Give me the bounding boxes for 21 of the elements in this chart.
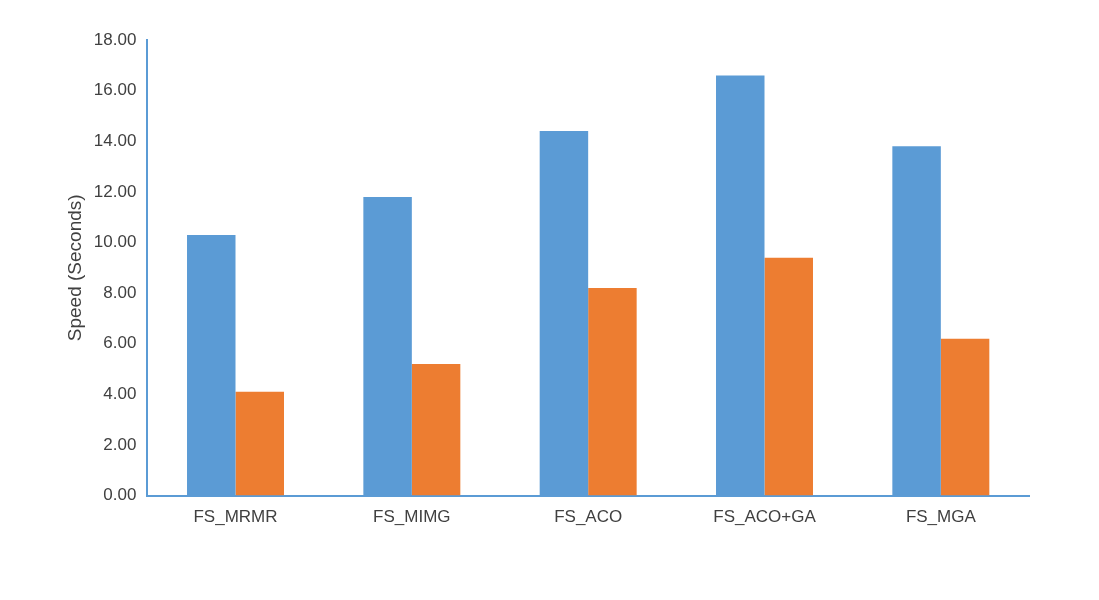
bar [235,391,284,496]
y-tick-label: 4.00 [103,384,137,404]
y-axis-title: Speed (Seconds) [63,194,85,342]
y-tick-label: 6.00 [103,333,137,353]
y-tick-label: 10.00 [93,232,137,252]
bar [764,257,813,496]
bar [940,338,990,496]
y-tick-label: 16.00 [93,80,137,100]
y-tick-label: 2.00 [103,434,137,454]
x-tick-label: FS_ACO [554,507,623,527]
x-tick-label: FS_MIMG [373,507,451,527]
x-tick-label: FS_MRMR [193,507,278,527]
y-tick-label: 12.00 [93,181,137,201]
y-tick-label: 8.00 [103,282,137,302]
y-tick-label: 14.00 [93,130,137,150]
bar [411,363,461,496]
y-tick-label: 18.00 [93,29,137,49]
bar [588,288,637,496]
x-tick-label: FS_MGA [905,507,977,527]
y-tick-label: 0.00 [103,485,137,505]
x-tick-label: FS_ACO+GA [713,507,817,527]
